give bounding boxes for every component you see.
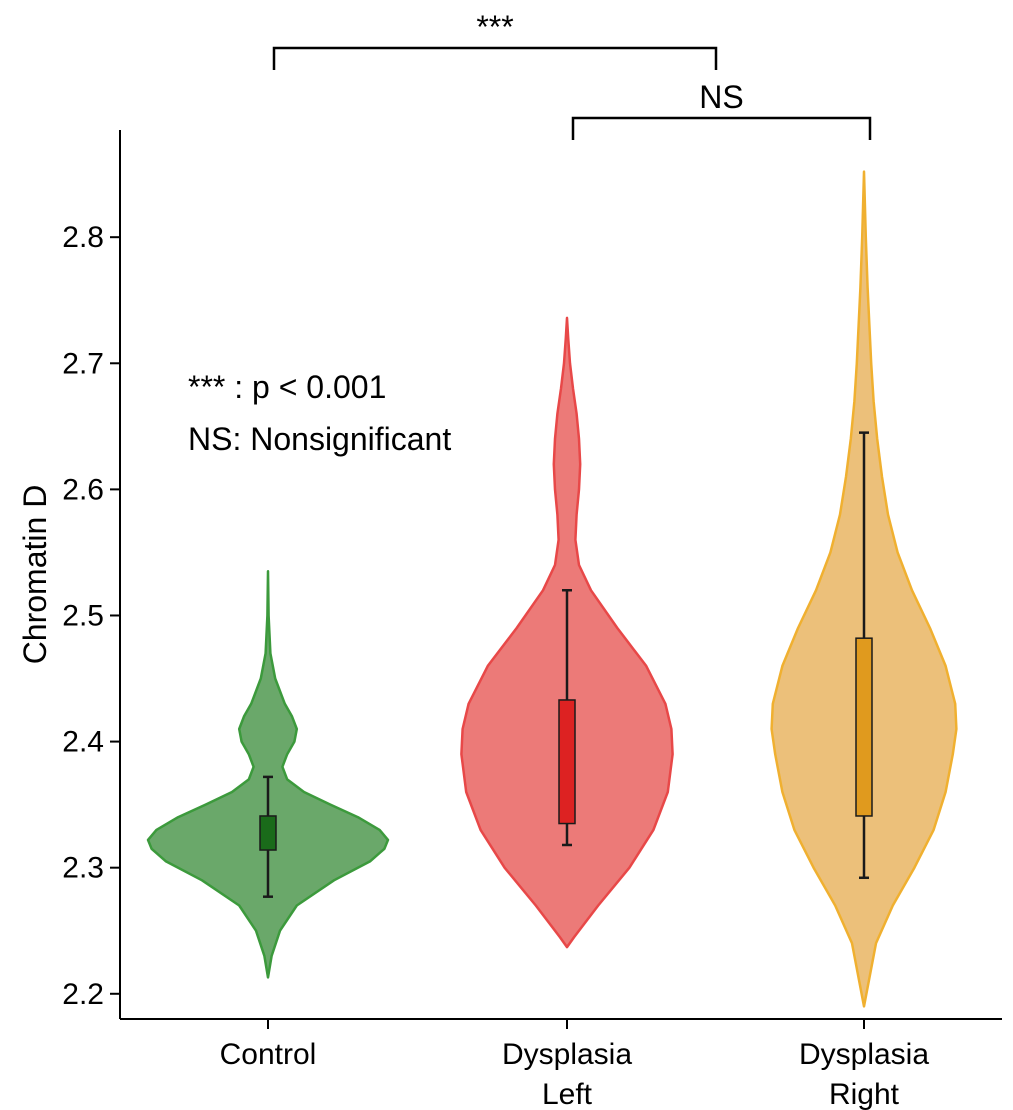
violin-group-0 bbox=[146, 570, 390, 979]
notes-layer: *** : p < 0.001 NS: Nonsignificant bbox=[188, 369, 451, 457]
x-tick-label: Left bbox=[542, 1078, 593, 1110]
y-tick-label: 2.5 bbox=[62, 599, 104, 632]
bracket-label: *** bbox=[476, 9, 513, 45]
violin-body bbox=[146, 570, 390, 979]
y-axis-title: Chromatin D bbox=[17, 485, 53, 665]
violin-group-2 bbox=[770, 170, 958, 1008]
y-tick-label: 2.3 bbox=[62, 852, 104, 885]
bracket-line bbox=[571, 116, 872, 140]
bracket-label: NS bbox=[699, 79, 743, 115]
iqr-box bbox=[855, 637, 873, 817]
x-tick-label: Dysplasia bbox=[502, 1038, 632, 1071]
y-tick-label: 2.6 bbox=[62, 473, 104, 506]
y-tick-label: 2.4 bbox=[62, 726, 104, 759]
significance-bracket-1: NS bbox=[571, 79, 872, 140]
x-tick-label: Right bbox=[829, 1078, 900, 1110]
y-tick-label: 2.7 bbox=[62, 347, 104, 380]
x-tick-label: Dysplasia bbox=[799, 1038, 929, 1071]
axes-layer: 2.2 2.3 2.4 2.5 2.6 2.7 2.8 Control Dysplasia Lef… bbox=[17, 130, 1002, 1110]
bracket-line bbox=[272, 46, 718, 70]
iqr-box bbox=[259, 815, 277, 851]
y-tick-label: 2.2 bbox=[62, 978, 104, 1011]
violin-group-1 bbox=[460, 316, 674, 949]
significance-note: *** : p < 0.001 bbox=[188, 369, 386, 405]
iqr-box bbox=[558, 699, 576, 825]
significance-note: NS: Nonsignificant bbox=[188, 421, 451, 457]
x-tick-label: Control bbox=[220, 1038, 317, 1071]
significance-bracket-0: *** bbox=[272, 9, 718, 70]
violins-layer bbox=[146, 170, 958, 1008]
significance-layer: *** NS bbox=[272, 9, 872, 140]
y-tick-label: 2.8 bbox=[62, 221, 104, 254]
